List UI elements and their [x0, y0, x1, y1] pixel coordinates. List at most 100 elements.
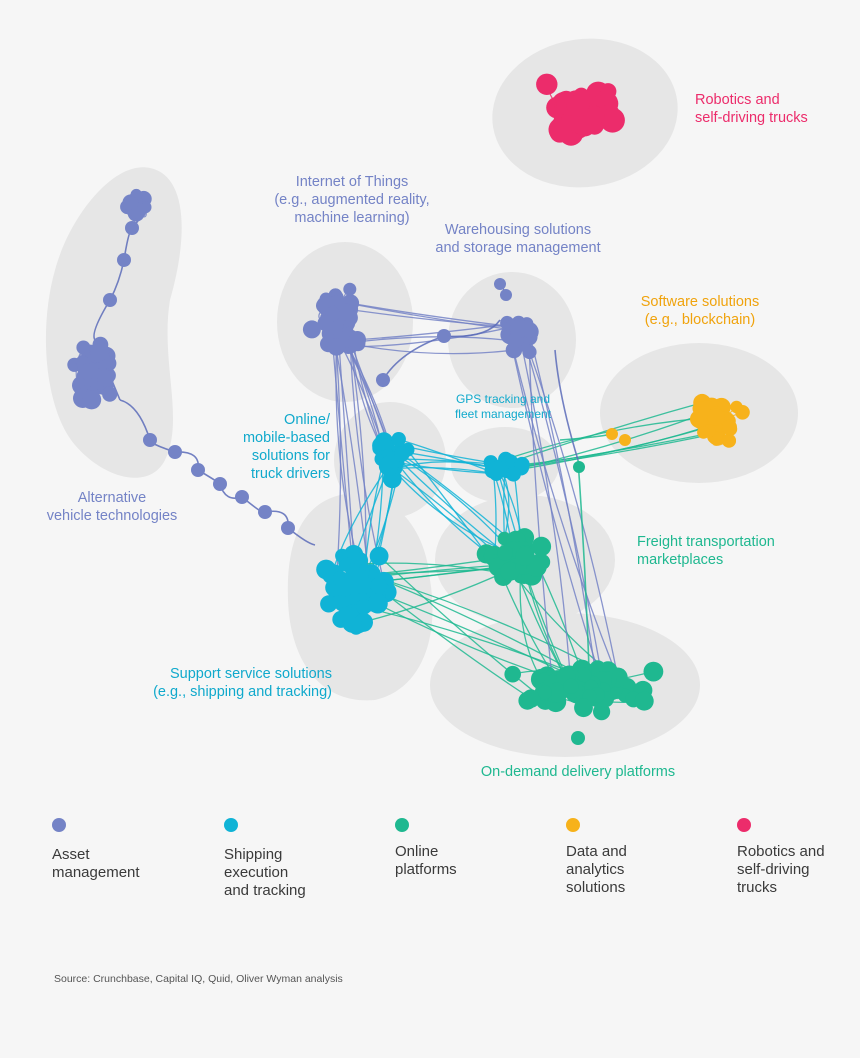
cluster-label-ondemand: On-demand delivery platforms — [460, 763, 696, 781]
node — [537, 685, 552, 700]
label-line: Freight transportation — [637, 534, 775, 550]
node — [600, 107, 625, 133]
cluster-label-support: Support service solutions (e.g., shippin… — [116, 665, 332, 701]
label-line: (e.g., blockchain) — [644, 312, 756, 328]
legend-label: Asset management — [52, 846, 182, 882]
label-line: vehicle technologies — [46, 508, 178, 524]
edge — [520, 341, 572, 687]
nodes — [67, 73, 750, 745]
label-line: solutions — [566, 879, 626, 896]
node — [643, 661, 664, 682]
label-line: execution — [224, 864, 289, 881]
label-line: and tracking — [224, 882, 306, 899]
node — [281, 521, 295, 535]
legend-label: Online platforms — [395, 843, 525, 879]
node — [376, 373, 390, 387]
label-line: Software solutions — [640, 294, 760, 310]
node — [125, 221, 139, 235]
node — [213, 477, 227, 491]
node — [336, 577, 355, 597]
legend-dot — [52, 818, 66, 832]
label-line: trucks — [737, 879, 778, 896]
node — [634, 691, 654, 711]
cluster-label-robotics: Robotics and self-driving trucks — [695, 91, 808, 127]
legend-label: Shipping execution and tracking — [224, 846, 354, 900]
label-line: solutions for — [251, 448, 330, 464]
node — [548, 682, 569, 703]
label-line: management — [52, 864, 140, 881]
edge — [520, 327, 607, 700]
source-note: Source: Crunchbase, Capital IQ, Quid, Ol… — [54, 973, 343, 985]
node — [369, 546, 389, 566]
node — [619, 434, 631, 446]
label-line: analytics — [566, 861, 625, 878]
label-line: Support service solutions — [170, 666, 332, 682]
label-line: Shipping — [224, 846, 283, 863]
node — [82, 390, 102, 410]
node — [258, 505, 272, 519]
legend-item-asset: Asset management — [52, 818, 182, 882]
label-line: Online — [395, 843, 439, 860]
network-graph — [45, 38, 798, 757]
label-line: Robotics and — [695, 92, 780, 108]
legend-item-shipping: Shipping execution and tracking — [224, 818, 354, 900]
node — [566, 94, 590, 118]
label-line: and storage management — [435, 240, 601, 256]
node — [391, 432, 406, 447]
edge — [509, 334, 626, 696]
node — [606, 428, 618, 440]
node — [317, 315, 334, 332]
cluster-backgrounds — [45, 38, 798, 757]
label-line: Warehousing solutions — [444, 222, 592, 238]
node — [117, 253, 131, 267]
label-line: Online/ — [284, 412, 330, 428]
cluster-label-online-mobile: Online/ mobile-based solutions for truck… — [220, 411, 330, 483]
edge — [330, 465, 390, 576]
node — [505, 466, 521, 482]
node — [576, 667, 592, 683]
node — [103, 293, 117, 307]
label-line: machine learning) — [294, 210, 410, 226]
node — [721, 433, 737, 448]
cluster-label-warehousing: Warehousing solutions and storage manage… — [420, 221, 616, 257]
label-line: Data and — [566, 843, 627, 860]
node — [320, 595, 338, 613]
legend-dot — [224, 818, 238, 832]
cluster-label-iot: Internet of Things (e.g., augmented real… — [262, 173, 442, 227]
label-line: Asset — [52, 846, 90, 863]
node — [125, 196, 139, 210]
label-line: Alternative — [77, 490, 147, 506]
label-line: Internet of Things — [295, 174, 409, 190]
legend-item-online: Online platforms — [395, 818, 525, 879]
node — [191, 463, 205, 477]
node — [504, 665, 521, 683]
cluster-label-gps: GPS tracking and fleet management — [440, 392, 566, 422]
node — [500, 289, 512, 301]
edge — [335, 346, 360, 565]
node — [531, 536, 552, 557]
edge — [506, 322, 603, 685]
legend-item-data: Data and analytics solutions — [566, 818, 696, 897]
node — [494, 278, 506, 290]
node — [521, 689, 541, 708]
label-line: fleet management — [454, 407, 552, 421]
node — [488, 460, 507, 478]
node — [497, 545, 513, 561]
node — [235, 490, 249, 504]
node — [90, 341, 110, 361]
edge — [528, 331, 555, 696]
cluster-label-alternative: Alternative vehicle technologies — [24, 489, 200, 525]
node — [97, 369, 115, 387]
node — [563, 678, 579, 695]
node — [571, 731, 585, 745]
node — [573, 461, 585, 473]
node — [79, 363, 96, 380]
legend-label: Robotics and self-driving trucks — [737, 843, 860, 897]
label-line: On-demand delivery platforms — [480, 764, 676, 780]
legend-item-robotics: Robotics and self-driving trucks — [737, 818, 860, 897]
node — [394, 446, 410, 462]
cluster-label-software: Software solutions (e.g., blockchain) — [620, 293, 780, 329]
cluster-label-freight: Freight transportation marketplaces — [637, 533, 775, 569]
edge — [378, 555, 546, 702]
label-line: self-driving — [737, 861, 810, 878]
